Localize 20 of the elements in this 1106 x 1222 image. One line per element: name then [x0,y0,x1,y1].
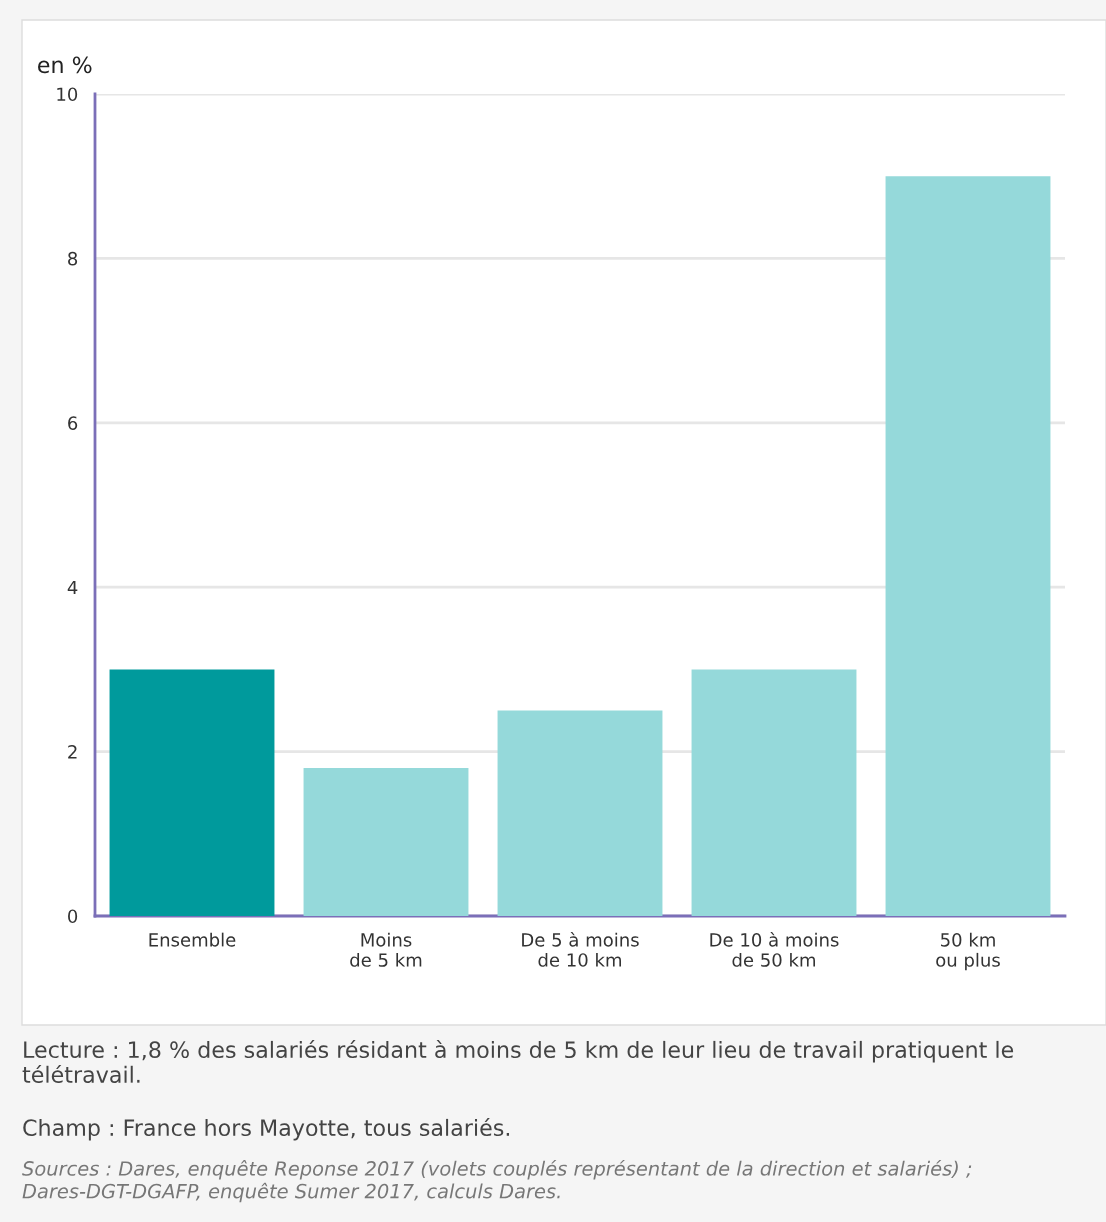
x-tick-label: De 5 à moins de 10 km [522,931,639,967]
y-tick-label: 2 [68,745,77,759]
y-tick-label: 6 [68,416,78,430]
bar [691,669,857,916]
bar [303,768,469,916]
bar [109,669,275,916]
bar [497,710,663,916]
text: Champ : France hors Mayotte, tous salariés. [23,1118,510,1141]
x-tick-label: Ensemble [149,932,236,947]
y-tick-label: 8 [68,251,78,266]
x-tick-label: Moins de 5 km [350,932,422,967]
x-tick-label: De 10 à moins de 50 km [710,931,839,967]
y-tick-label: 0 [68,909,78,924]
bar [885,176,1051,916]
text: Lecture : 1,8 % des salariés résidant à moins de 5 km de leur lieu de travail pratiquent le télétravail. [22,1040,1014,1083]
y-tick-label: 4 [67,580,78,595]
y-tick-label: 10 [57,87,78,102]
source-note: Sources : Dares, enquête Reponse 2017 (volets couplés représentant de la direction et salariés) ; Dares-DGT-DGAFP, enquête Sumer 2017, calculs Dares. [22,1160,972,1203]
x-tick-label: 50 km ou plus [936,932,1000,971]
y-axis-title: en % [38,56,92,74]
